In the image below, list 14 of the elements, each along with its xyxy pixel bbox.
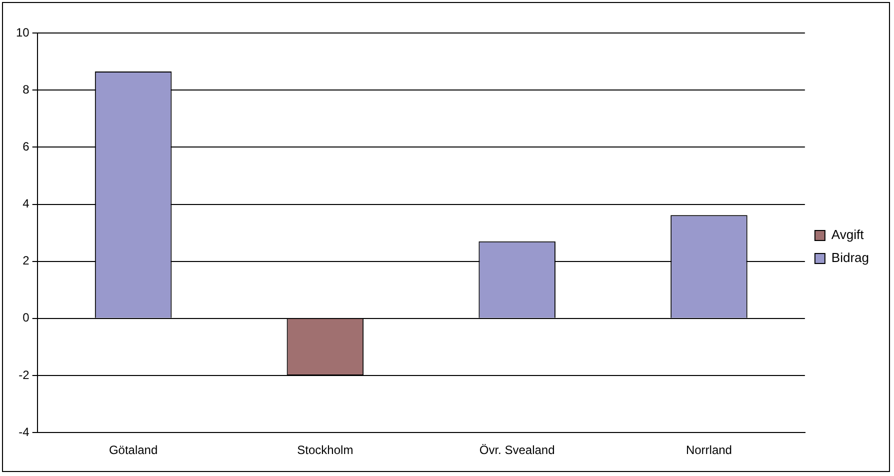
legend-label: Bidrag bbox=[831, 250, 869, 266]
y-tick-label: 10 bbox=[16, 25, 30, 40]
x-tick-label: Norrland bbox=[686, 443, 732, 458]
x-tick-label: Götaland bbox=[108, 443, 158, 458]
y-tick-label: 2 bbox=[22, 254, 30, 268]
x-tick-label: Övr. Svealand bbox=[479, 443, 555, 458]
y-tick-label: -2 bbox=[18, 368, 30, 382]
y-tick-label: -4 bbox=[18, 424, 30, 439]
x-tick-label: Stockholm bbox=[297, 443, 354, 458]
y-tick-label: 4 bbox=[22, 196, 30, 211]
y-tick-label: 6 bbox=[22, 139, 30, 154]
y-tick-label: 0 bbox=[22, 310, 30, 325]
y-tick-label: 8 bbox=[22, 82, 30, 96]
legend-label: Avgift bbox=[831, 227, 864, 242]
